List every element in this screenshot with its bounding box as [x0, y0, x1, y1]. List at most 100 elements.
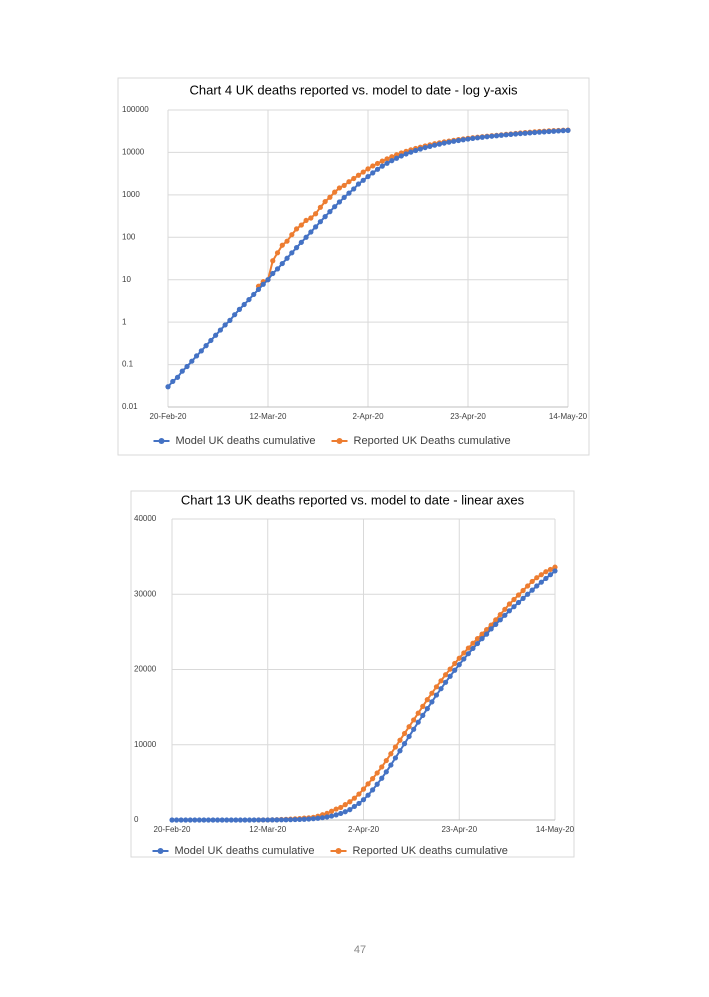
data-point	[484, 627, 490, 633]
data-point	[270, 270, 276, 277]
data-point	[451, 138, 457, 144]
data-point	[461, 650, 467, 656]
data-point	[174, 374, 181, 380]
data-point	[341, 182, 347, 189]
data-point	[488, 626, 494, 632]
data-point	[251, 817, 257, 823]
y-tick-label: 20000	[134, 665, 157, 674]
data-point	[532, 129, 538, 136]
x-tick-label: 14-May-20	[549, 412, 588, 421]
data-point	[293, 245, 300, 251]
data-point	[506, 608, 513, 614]
data-point	[413, 147, 419, 154]
data-point	[208, 337, 214, 344]
data-point	[342, 802, 348, 808]
data-point	[543, 569, 549, 575]
data-point	[456, 662, 462, 668]
data-point	[503, 132, 509, 138]
data-point	[383, 769, 389, 775]
data-point	[433, 684, 440, 690]
data-point	[324, 814, 330, 820]
data-point	[555, 128, 562, 134]
data-point	[383, 757, 389, 764]
data-point	[274, 266, 281, 272]
data-point	[219, 817, 225, 823]
data-point	[401, 730, 408, 737]
data-point	[497, 611, 503, 618]
legend-label: Reported UK Deaths cumulative	[354, 435, 511, 447]
data-point	[351, 795, 357, 801]
chart-frame	[117, 77, 590, 456]
y-tick-label: 30000	[134, 589, 157, 598]
data-point	[241, 301, 247, 308]
data-point	[424, 697, 430, 703]
data-point	[538, 572, 544, 578]
data-point	[433, 692, 440, 698]
data-point	[397, 748, 403, 754]
data-point	[228, 817, 234, 823]
chart-frame	[130, 490, 575, 858]
data-point	[515, 599, 522, 606]
data-point	[351, 186, 357, 192]
data-point	[438, 686, 444, 692]
data-point	[187, 817, 193, 823]
data-point	[370, 787, 376, 793]
data-point	[502, 612, 508, 618]
data-point	[355, 172, 362, 178]
data-point	[298, 239, 304, 245]
y-tick-label: 40000	[134, 514, 157, 523]
data-point	[374, 770, 380, 776]
data-point	[360, 169, 366, 175]
data-point	[442, 679, 449, 685]
data-point	[379, 775, 385, 781]
data-point	[429, 699, 435, 705]
data-point	[336, 185, 343, 191]
data-point	[201, 817, 207, 823]
data-point	[541, 129, 547, 135]
data-point	[306, 816, 312, 822]
data-point	[506, 601, 513, 607]
data-point	[356, 800, 362, 807]
data-point	[456, 655, 462, 661]
data-point	[447, 666, 453, 672]
data-point	[313, 211, 319, 217]
data-point	[379, 158, 385, 164]
data-point	[470, 135, 476, 142]
data-point	[508, 131, 514, 138]
data-point	[189, 358, 195, 364]
data-point	[522, 130, 528, 136]
data-point	[397, 737, 403, 743]
data-point	[351, 175, 357, 182]
data-point	[384, 160, 390, 166]
data-point	[327, 194, 333, 200]
data-point	[415, 719, 421, 725]
data-point	[546, 128, 552, 135]
data-point	[178, 817, 184, 823]
data-point	[278, 817, 285, 823]
data-point	[370, 170, 376, 176]
data-point	[303, 217, 309, 224]
data-point	[441, 140, 447, 146]
data-point	[260, 817, 266, 823]
data-point	[292, 816, 298, 823]
data-point	[552, 568, 558, 574]
data-point	[351, 803, 357, 810]
data-point	[415, 710, 421, 716]
data-point	[347, 807, 353, 813]
data-point	[342, 809, 348, 815]
data-point	[346, 190, 352, 196]
chart-title: Chart 4 UK deaths reported vs. model to …	[189, 82, 518, 97]
legend-marker	[335, 848, 342, 854]
data-point	[534, 575, 540, 581]
data-point	[551, 128, 557, 134]
data-point	[298, 222, 304, 228]
data-point	[392, 755, 399, 761]
data-point	[560, 128, 566, 134]
data-point	[420, 703, 426, 709]
data-point	[493, 133, 500, 139]
data-point	[406, 724, 412, 730]
data-point	[493, 621, 499, 627]
data-point	[392, 744, 399, 750]
data-point	[438, 678, 444, 684]
data-point	[479, 134, 485, 140]
